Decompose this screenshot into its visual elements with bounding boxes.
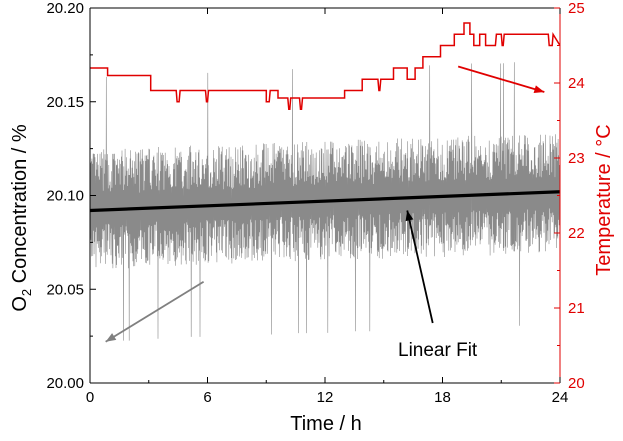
y-right-tick-label-0: 20 [568, 375, 585, 392]
linear-fit-arrow-head [405, 210, 414, 222]
y-right-tick-label-1: 21 [568, 300, 585, 317]
x-tick-label-1: 6 [203, 389, 211, 406]
o2-axis-arrow [105, 280, 205, 343]
x-axis-label: Time / h [290, 413, 362, 435]
y-axis-label-right: Temperature / °C [593, 124, 615, 275]
y-left-tick-label-3: 20.15 [46, 94, 84, 111]
y-left-tick-label-4: 20.20 [46, 0, 84, 17]
x-tick-label-4: 24 [552, 389, 569, 406]
linear-fit-arrow [405, 210, 434, 324]
o2-axis-arrow-shaft [105, 280, 205, 343]
temperature-axis-arrow [457, 65, 545, 93]
y-right-tick-label-4: 24 [568, 75, 585, 92]
o2-axis-arrow-head [105, 333, 117, 342]
y-right-tick-label-3: 23 [568, 150, 585, 167]
axis-layer: 0 6 12 18 24 20.00 20.05 20.10 20.15 20.20 20 21 22 2… [46, 0, 584, 406]
y-left-tick-label-1: 20.05 [46, 281, 84, 298]
linear-fit-line [89, 190, 561, 213]
y-right-tick-label-5: 25 [568, 0, 585, 17]
linear-fit-annotation: Linear Fit [398, 340, 478, 361]
temperature-axis-arrow-head [533, 85, 545, 93]
label-layer: Time / h O2 Concentration / % Temperatur… [9, 124, 615, 435]
x-tick-label-0: 0 [86, 389, 94, 406]
temperature-axis-arrow-shaft [457, 65, 545, 93]
linear-fit-arrow-shaft [406, 210, 434, 324]
o2-concentration-series [90, 62, 560, 341]
x-tick-label-3: 18 [434, 389, 451, 406]
y-left-tick-label-2: 20.10 [46, 188, 84, 205]
y-right-tick-label-2: 22 [568, 225, 585, 242]
plot-layer [89, 22, 561, 343]
y-left-tick-label-0: 20.00 [46, 375, 84, 392]
y-axis-label-left: O2 Concentration / % [9, 124, 34, 312]
temperature-series [90, 22, 561, 111]
x-tick-label-2: 12 [317, 389, 334, 406]
